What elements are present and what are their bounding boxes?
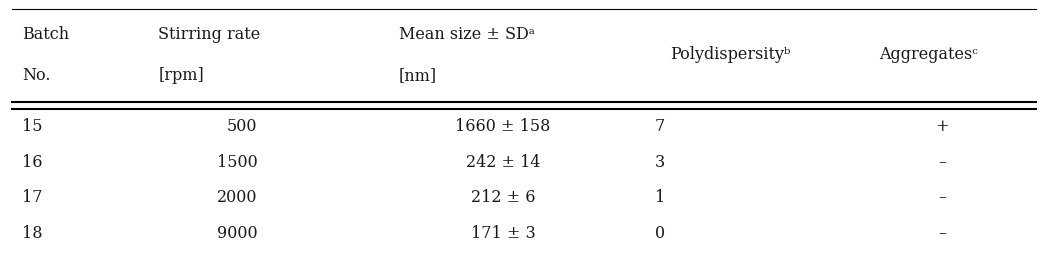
Text: –: – — [938, 189, 946, 206]
Text: Polydispersityᵇ: Polydispersityᵇ — [671, 46, 790, 63]
Text: 1660 ± 158: 1660 ± 158 — [456, 118, 551, 135]
Text: 9000: 9000 — [217, 225, 258, 242]
Text: 15: 15 — [22, 118, 43, 135]
Text: 16: 16 — [22, 154, 43, 171]
Text: [rpm]: [rpm] — [158, 67, 204, 84]
Text: 171 ± 3: 171 ± 3 — [471, 225, 536, 242]
Text: 18: 18 — [22, 225, 43, 242]
Text: 500: 500 — [227, 118, 258, 135]
Text: 17: 17 — [22, 189, 43, 206]
Text: –: – — [938, 225, 946, 242]
Text: Batch: Batch — [22, 26, 69, 43]
Text: 1500: 1500 — [217, 154, 258, 171]
Text: 2000: 2000 — [217, 189, 258, 206]
Text: 3: 3 — [655, 154, 664, 171]
Text: No.: No. — [22, 67, 50, 84]
Text: –: – — [938, 154, 946, 171]
Text: +: + — [935, 118, 948, 135]
Text: Stirring rate: Stirring rate — [158, 26, 260, 43]
Text: 242 ± 14: 242 ± 14 — [466, 154, 541, 171]
Text: 7: 7 — [655, 118, 664, 135]
Text: 0: 0 — [655, 225, 664, 242]
Text: Aggregatesᶜ: Aggregatesᶜ — [879, 46, 978, 63]
Text: 1: 1 — [655, 189, 664, 206]
Text: [nm]: [nm] — [398, 67, 437, 84]
Text: Mean size ± SDᵃ: Mean size ± SDᵃ — [398, 26, 534, 43]
Text: 212 ± 6: 212 ± 6 — [471, 189, 536, 206]
